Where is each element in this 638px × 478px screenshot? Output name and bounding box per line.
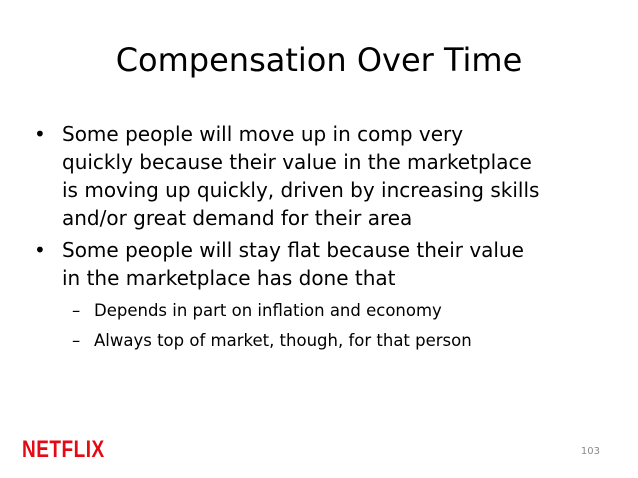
bullet-2-line-2: in the marketplace has done that [62,266,396,290]
slide-title: Compensation Over Time [115,41,523,79]
page-number: 103 [580,446,600,457]
bullet-dot-icon: • [34,122,46,146]
sub-bullet-2-text: Always top of market, though, for that p… [94,331,472,350]
bullet-1-line-1: Some people will move up in comp very [62,122,464,146]
sub-bullet-2: – Always top of market, though, for that… [34,326,614,356]
bullet-1-line-3: is moving up quickly, driven by increasi… [62,178,540,202]
slide-body: • Some people will move up in comp very … [34,120,614,356]
bullet-1-line-4: and/or great demand for their area [62,206,413,230]
sub-bullet-1-text: Depends in part on inflation and economy [94,301,442,320]
dash-icon: – [72,301,81,320]
bullet-1: • Some people will move up in comp very … [34,120,614,232]
bullet-dot-icon: • [34,238,46,262]
bullet-2: • Some people will stay flat because the… [34,236,614,292]
sub-bullet-1: – Depends in part on inflation and econo… [34,296,614,326]
dash-icon: – [72,331,81,350]
netflix-logo: NETFLIX [22,437,105,464]
bullet-2-line-1: Some people will stay flat because their… [62,238,524,262]
bullet-1-line-2: quickly because their value in the marke… [62,150,532,174]
